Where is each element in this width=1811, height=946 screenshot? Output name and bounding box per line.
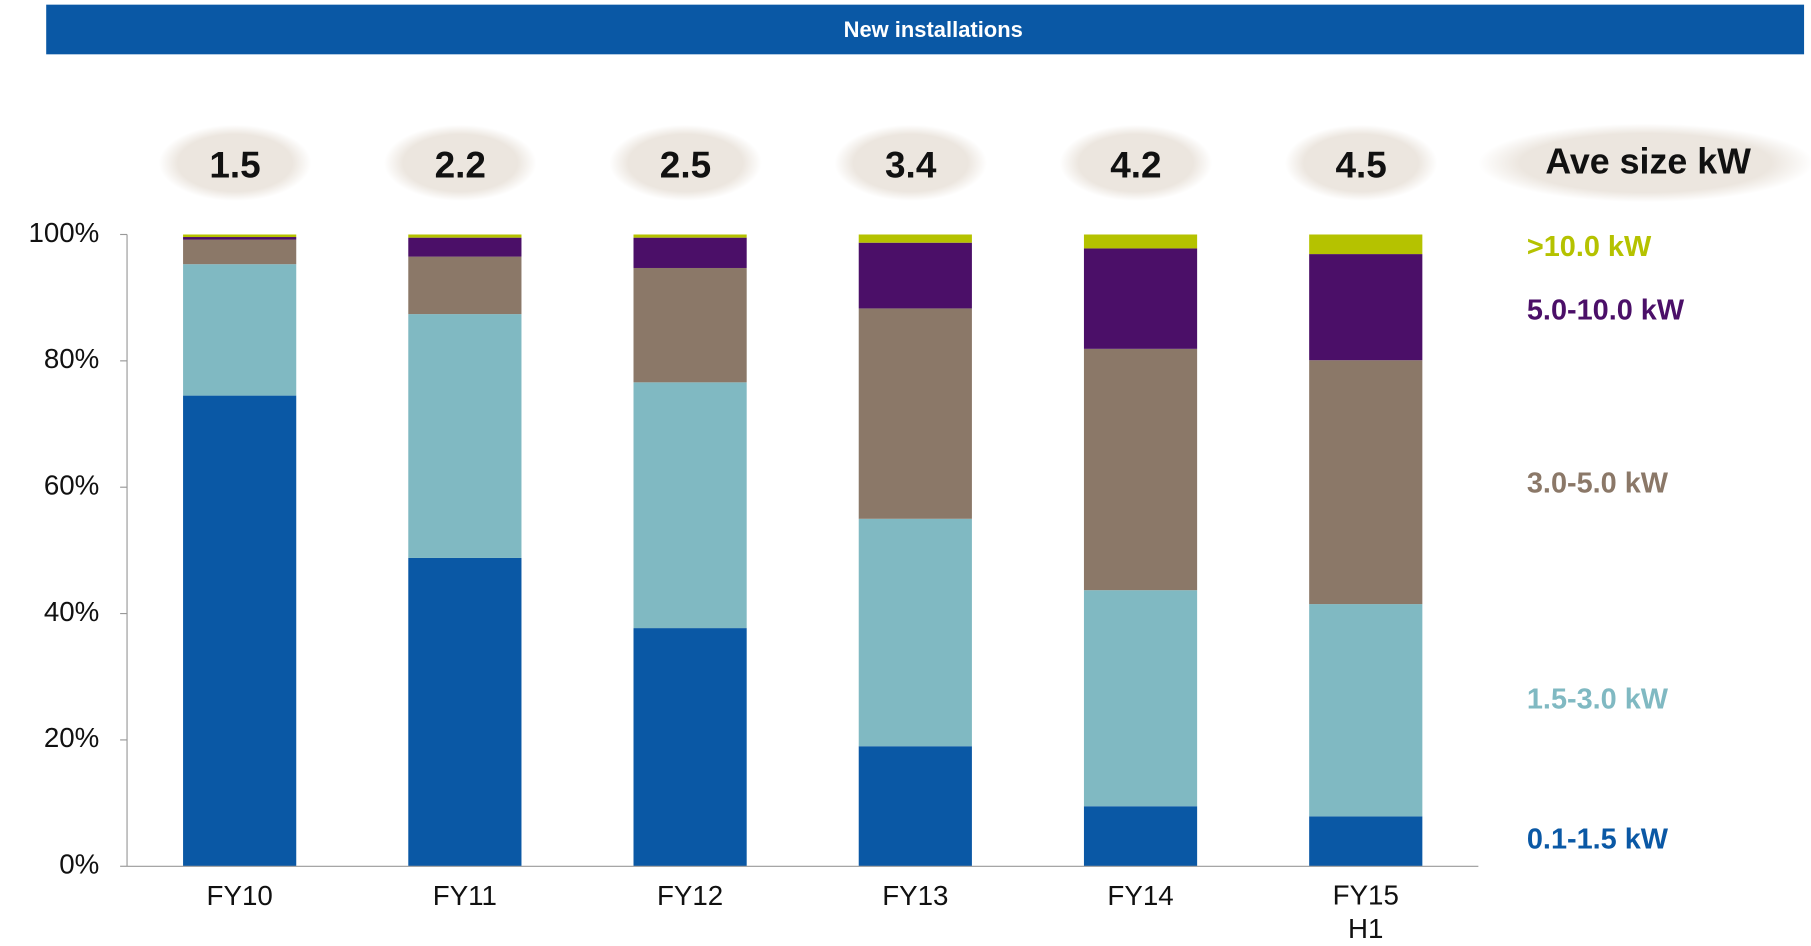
x-tick-label: FY12 — [657, 880, 723, 911]
bar-segment — [1309, 360, 1423, 605]
avg-size-value: 3.4 — [885, 144, 937, 185]
avg-size-bubble — [158, 124, 312, 202]
bar-segment — [183, 237, 297, 240]
avg-size-label: Ave size kW — [1545, 141, 1751, 181]
legend-label: >10.0 kW — [1527, 231, 1652, 263]
x-tick-label: FY15 H1 — [1333, 880, 1399, 944]
bar-segment — [1309, 254, 1423, 361]
bar-segment — [633, 628, 747, 867]
avg-size-value: 2.2 — [435, 144, 486, 185]
bar-segment — [1083, 234, 1198, 249]
x-tick-label: FY11 — [433, 880, 497, 911]
bar-segment — [633, 382, 747, 629]
avg-size-bubble — [834, 124, 987, 202]
avg-size-bubble — [384, 124, 537, 202]
bar-segment — [408, 237, 522, 257]
bar-segment — [408, 234, 522, 238]
bar-segment — [633, 234, 747, 238]
legend-label: 1.5-3.0 kW — [1527, 684, 1669, 716]
title-banner — [46, 4, 1805, 55]
y-tick-label: 40% — [44, 596, 99, 627]
avg-size-value: 1.5 — [209, 144, 260, 185]
bar-segment — [633, 237, 747, 268]
y-tick-label: 60% — [44, 470, 99, 501]
avg-size-bubble — [1284, 124, 1438, 202]
bar-segment — [858, 518, 972, 747]
bar-segment — [1083, 806, 1198, 867]
bar-segment — [183, 264, 297, 396]
bar-segment — [633, 267, 747, 383]
y-tick-label: 0% — [59, 849, 99, 880]
bar-segment — [183, 239, 297, 265]
bar-segment — [408, 557, 522, 867]
bar-segment — [858, 746, 972, 867]
bar-segment — [1083, 590, 1198, 807]
avg-size-value: 2.5 — [660, 144, 711, 185]
bar-segment — [1083, 348, 1198, 591]
bar-segment — [858, 234, 972, 243]
legend-label: 5.0-10.0 kW — [1527, 295, 1685, 327]
bar-segment — [408, 314, 522, 558]
chart-title: New installations — [844, 17, 1023, 42]
y-tick-label: 20% — [44, 722, 99, 753]
avg-size-value: 4.5 — [1335, 144, 1386, 185]
y-tick-label: 100% — [28, 217, 99, 248]
avg-size-bubble — [609, 124, 762, 202]
y-tick-label: 80% — [44, 343, 99, 374]
bar-segment — [858, 308, 972, 519]
x-tick-label: FY14 — [1107, 880, 1173, 911]
bar-segment — [1309, 816, 1423, 867]
bar-segment — [1309, 234, 1423, 255]
x-tick-label: FY13 — [882, 880, 948, 911]
legend-label: 0.1-1.5 kW — [1527, 823, 1669, 855]
x-tick-label: FY10 — [207, 880, 273, 911]
bar-segment — [408, 256, 522, 315]
bar-segment — [858, 242, 972, 309]
legend-label: 3.0-5.0 kW — [1527, 468, 1669, 500]
avg-size-value: 4.2 — [1110, 144, 1161, 185]
bar-segment — [1309, 604, 1423, 817]
bar-segment — [1083, 248, 1198, 349]
avg-size-bubble — [1059, 124, 1213, 202]
avg-size-bubble — [1478, 123, 1811, 203]
bar-segment — [183, 395, 297, 867]
bar-segment — [183, 234, 297, 238]
